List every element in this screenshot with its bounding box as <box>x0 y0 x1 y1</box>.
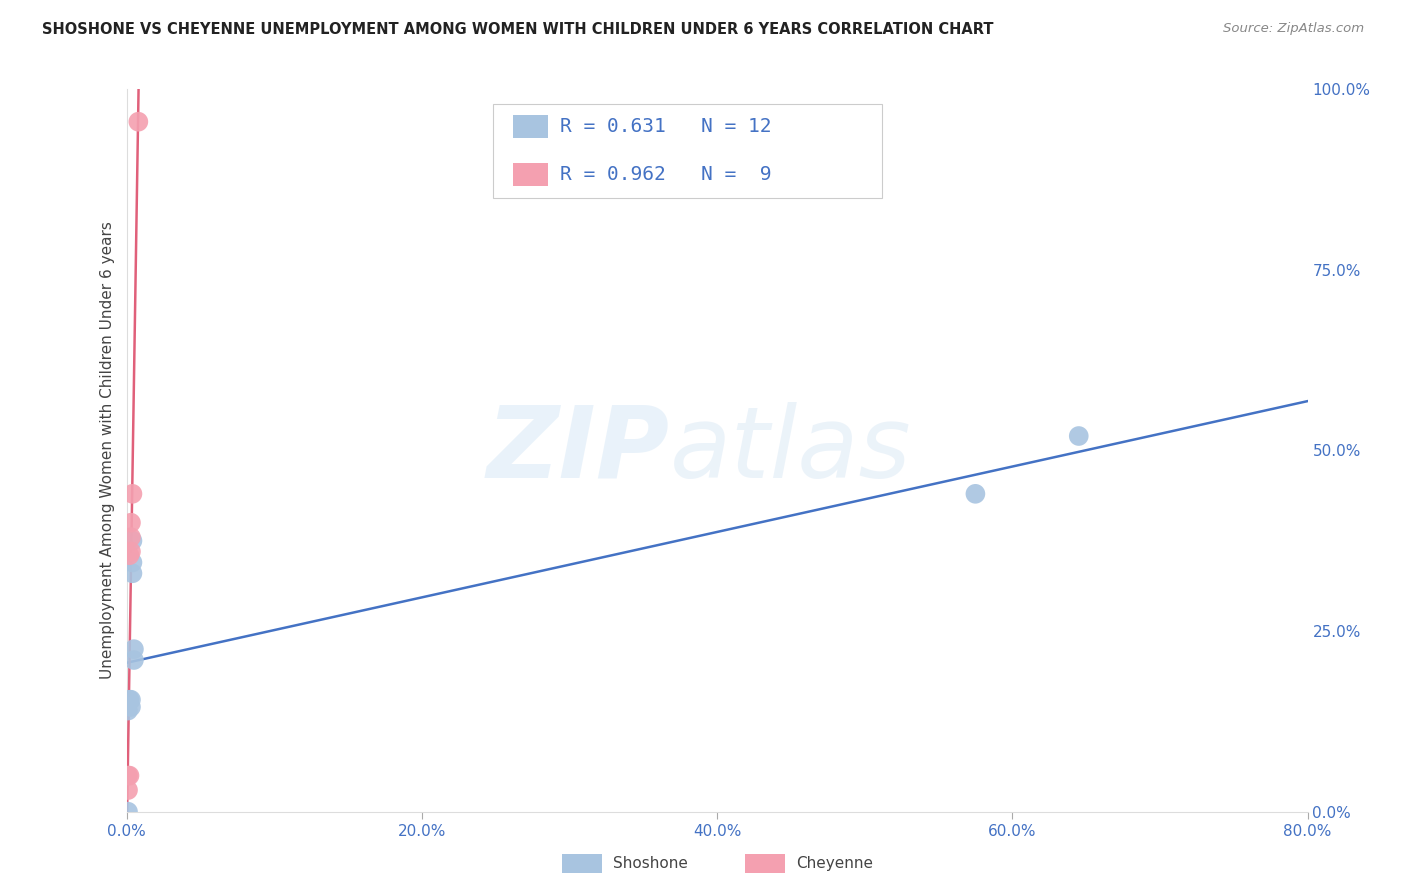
Text: Source: ZipAtlas.com: Source: ZipAtlas.com <box>1223 22 1364 36</box>
Text: R = 0.962   N =  9: R = 0.962 N = 9 <box>560 165 772 184</box>
Point <box>127 114 149 128</box>
Point <box>121 533 143 548</box>
Y-axis label: Unemployment Among Women with Children Under 6 years: Unemployment Among Women with Children U… <box>100 221 115 680</box>
Point <box>965 487 987 501</box>
Point <box>121 487 143 501</box>
Point <box>117 783 139 797</box>
Point <box>122 642 145 657</box>
Point <box>117 769 139 783</box>
Point <box>120 530 142 544</box>
Point <box>118 548 141 562</box>
Text: R = 0.631   N = 12: R = 0.631 N = 12 <box>560 117 772 136</box>
Point <box>121 556 143 570</box>
Point <box>120 692 142 706</box>
Point <box>120 700 142 714</box>
Point <box>120 516 142 530</box>
Text: Cheyenne: Cheyenne <box>796 856 873 871</box>
Text: Shoshone: Shoshone <box>613 856 688 871</box>
Point <box>122 653 145 667</box>
Text: SHOSHONE VS CHEYENNE UNEMPLOYMENT AMONG WOMEN WITH CHILDREN UNDER 6 YEARS CORREL: SHOSHONE VS CHEYENNE UNEMPLOYMENT AMONG … <box>42 22 994 37</box>
Point <box>1067 429 1090 443</box>
Point <box>118 692 141 706</box>
Point <box>121 566 143 581</box>
Point <box>120 544 142 558</box>
Bar <box>513 115 548 138</box>
Text: ZIP: ZIP <box>486 402 669 499</box>
Point <box>118 769 141 783</box>
FancyBboxPatch shape <box>492 103 883 198</box>
Text: atlas: atlas <box>669 402 911 499</box>
Point <box>117 704 139 718</box>
Point <box>117 805 139 819</box>
Bar <box>513 163 548 186</box>
